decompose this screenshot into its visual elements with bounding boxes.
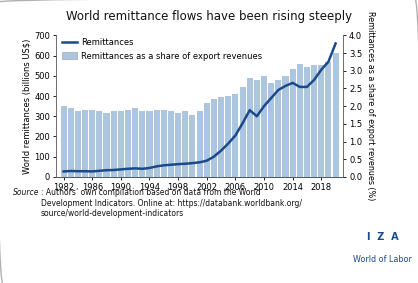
Bar — [268, 83, 274, 177]
Text: World remittance flows have been rising steeply: World remittance flows have been rising … — [66, 10, 352, 23]
Bar — [218, 97, 224, 177]
Bar — [111, 112, 117, 177]
Bar — [211, 99, 217, 177]
Bar — [325, 62, 331, 177]
Bar — [232, 94, 238, 177]
Text: Source: Source — [13, 188, 39, 197]
Bar — [304, 67, 310, 177]
Bar — [61, 106, 66, 177]
Bar — [168, 112, 174, 177]
Bar — [247, 78, 253, 177]
Legend: Remittances, Remittances as a share of export revenues: Remittances, Remittances as a share of e… — [61, 37, 264, 62]
Bar — [189, 115, 196, 177]
Text: World of Labor: World of Labor — [353, 255, 412, 264]
Bar — [204, 102, 210, 177]
Bar — [240, 87, 246, 177]
Bar — [261, 76, 267, 177]
Bar — [175, 113, 181, 177]
Bar — [297, 64, 303, 177]
Bar — [153, 110, 160, 177]
Bar — [283, 76, 288, 177]
Bar — [275, 80, 281, 177]
Text: : Authors’ own compilation based on data from the World
Development Indicators. : : Authors’ own compilation based on data… — [41, 188, 302, 218]
Y-axis label: World remittances (billions US$): World remittances (billions US$) — [23, 38, 31, 174]
Bar — [96, 112, 102, 177]
Bar — [68, 108, 74, 177]
Bar — [89, 110, 95, 177]
Bar — [196, 112, 203, 177]
Bar — [318, 65, 324, 177]
Bar — [182, 112, 189, 177]
Bar — [333, 53, 339, 177]
Bar — [125, 110, 131, 177]
Bar — [132, 108, 138, 177]
Bar — [104, 113, 110, 177]
Bar — [225, 96, 231, 177]
Bar — [290, 69, 296, 177]
Bar — [254, 80, 260, 177]
Bar — [311, 65, 317, 177]
Bar — [82, 110, 88, 177]
Bar — [75, 112, 81, 177]
Bar — [118, 112, 124, 177]
Text: I  Z  A: I Z A — [367, 232, 398, 242]
Bar — [161, 110, 167, 177]
Bar — [139, 112, 145, 177]
Y-axis label: Remittances as a share of export revenues (%): Remittances as a share of export revenue… — [367, 11, 375, 201]
Bar — [146, 112, 153, 177]
